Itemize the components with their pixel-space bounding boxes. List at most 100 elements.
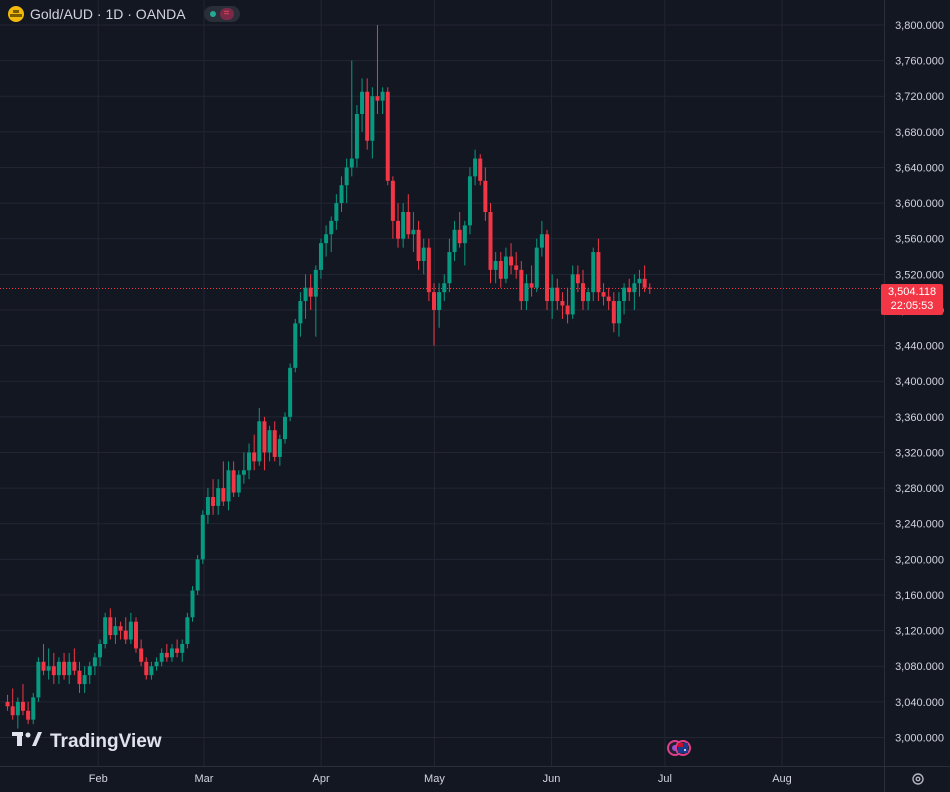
candle[interactable] [288,363,293,422]
candle[interactable] [534,238,539,293]
candle[interactable] [144,657,149,680]
candle[interactable] [555,278,560,310]
candle[interactable] [139,639,144,667]
candle[interactable] [503,247,508,284]
australia-flag-icon[interactable] [675,740,691,756]
candle[interactable] [211,479,216,515]
market-status[interactable]: = [203,6,240,22]
candle[interactable] [601,283,606,306]
candle[interactable] [241,452,246,484]
candle[interactable] [10,688,15,720]
candle[interactable] [200,510,205,564]
time-axis[interactable]: Feb Mar Apr May Jun Jul Aug [89,773,792,785]
candle[interactable] [437,283,442,328]
candle[interactable] [293,318,298,373]
price-axis[interactable]: 3,000.000 3,040.000 3,080.000 3,120.000 3,16… [895,20,944,745]
candle[interactable] [390,176,395,239]
candle[interactable] [205,488,210,524]
candle[interactable] [221,461,226,506]
candle[interactable] [123,617,128,644]
settings-gear-icon[interactable] [909,770,927,788]
candle[interactable] [622,283,627,315]
candle[interactable] [473,149,478,186]
candle[interactable] [447,238,452,293]
candle[interactable] [570,265,575,319]
candle[interactable] [483,167,488,221]
candle[interactable] [488,203,493,284]
candle[interactable] [385,87,390,186]
candle[interactable] [236,470,241,498]
candle[interactable] [190,586,195,622]
candle[interactable] [15,697,20,729]
candle[interactable] [113,617,118,644]
candle[interactable] [375,24,380,115]
candle[interactable] [637,269,642,297]
event-markers[interactable] [667,740,691,756]
candle[interactable] [411,211,416,253]
candle[interactable] [354,105,359,168]
candle[interactable] [128,612,133,644]
candle[interactable] [92,652,97,676]
candle[interactable] [586,287,591,310]
candle[interactable] [175,639,180,658]
candle[interactable] [134,617,138,653]
candle[interactable] [452,220,457,261]
candle[interactable] [169,643,174,662]
candle[interactable] [308,274,313,310]
candle[interactable] [226,461,231,511]
candle[interactable] [478,154,483,186]
candle[interactable] [632,274,637,310]
candle[interactable] [108,608,113,640]
candle[interactable] [5,694,10,711]
candle[interactable] [231,461,236,498]
candle[interactable] [462,220,467,266]
candle[interactable] [575,265,580,293]
candle[interactable] [647,283,652,294]
candle[interactable] [524,274,529,310]
candle[interactable] [277,434,282,466]
candle[interactable] [539,220,544,257]
candle[interactable] [31,692,36,725]
candle[interactable] [360,78,365,132]
candle[interactable] [580,269,585,310]
candle[interactable] [365,78,370,150]
candle[interactable] [77,661,82,693]
candle[interactable] [498,252,503,288]
candle[interactable] [596,238,601,302]
candle[interactable] [550,274,555,319]
candle[interactable] [545,229,550,310]
candle[interactable] [627,278,632,302]
candle[interactable] [565,287,570,324]
candle[interactable] [457,211,462,248]
candle[interactable] [421,238,426,275]
candle[interactable] [493,252,498,284]
candle[interactable] [529,265,534,297]
candle[interactable] [519,260,524,310]
candle[interactable] [303,274,308,319]
candle[interactable] [606,287,611,310]
candle[interactable] [82,666,87,693]
candle[interactable] [616,292,621,337]
candle[interactable] [396,203,401,248]
candle[interactable] [329,216,334,253]
candle[interactable] [324,225,329,257]
candle[interactable] [313,265,318,337]
candle[interactable] [514,252,519,279]
candle[interactable] [334,194,339,230]
candle[interactable] [26,701,31,725]
candle[interactable] [51,652,56,685]
candle[interactable] [180,639,185,662]
candle[interactable] [560,292,565,319]
candle[interactable] [67,652,72,685]
candle[interactable] [370,87,375,159]
candle[interactable] [406,194,411,239]
candles[interactable] [5,24,652,729]
candle[interactable] [98,639,103,667]
candle[interactable] [103,612,108,649]
candle[interactable] [426,238,431,302]
candle[interactable] [591,247,596,302]
candle[interactable] [642,265,647,293]
candle[interactable] [339,176,344,212]
symbol-title[interactable]: Gold/AUD · 1D · OANDA [30,6,186,22]
